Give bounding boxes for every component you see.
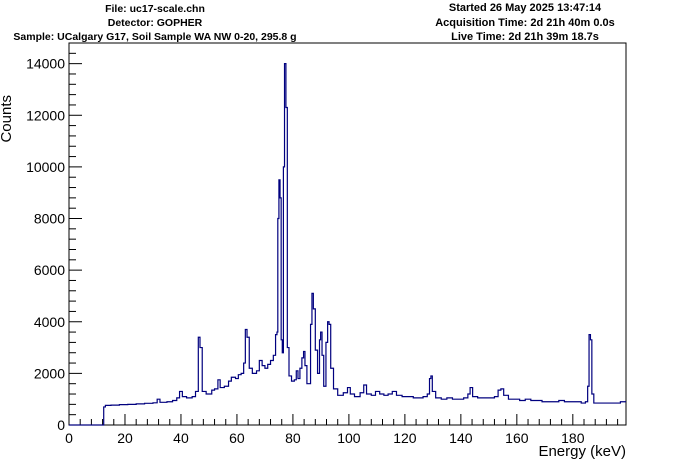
sample-label: Sample: UCalgary G17, Soil Sample WA NW … — [13, 31, 297, 43]
y-tick-label: 0 — [57, 417, 65, 433]
y-axis-label: Counts — [0, 95, 15, 143]
x-tick-label: 0 — [65, 430, 73, 446]
x-tick-label: 140 — [449, 430, 473, 446]
x-tick-label: 20 — [117, 430, 133, 446]
live-time-label: Live Time: 2d 21h 39m 18.7s — [451, 31, 599, 43]
y-tick-label: 6000 — [34, 262, 65, 278]
chart-axes: 0 20 40 60 80 100 120 140 160 180 0 2000 4000 6000 800… — [26, 42, 627, 446]
y-tick-label: 14000 — [26, 56, 65, 72]
y-tick-label: 12000 — [26, 107, 65, 123]
header-left: File: uc17-scale.chn Detector: GOPHER Sa… — [0, 2, 310, 44]
x-tick-label: 160 — [505, 430, 529, 446]
plot-frame — [68, 42, 627, 426]
file-name-label: File: uc17-scale.chn — [105, 3, 205, 15]
x-tick-label: 60 — [229, 430, 245, 446]
x-tick-label: 40 — [173, 430, 189, 446]
detector-label: Detector: GOPHER — [107, 17, 203, 29]
x-tick-label: 180 — [561, 430, 585, 446]
y-tick-label: 8000 — [34, 211, 65, 227]
started-label: Started 26 May 2025 13:47:14 — [448, 2, 602, 14]
acquisition-time-label: Acquisition Time: 2d 21h 40m 0.0s — [435, 16, 615, 29]
spectrum-series-line — [69, 63, 626, 426]
y-tick-label: 10000 — [26, 159, 65, 175]
header-right: Started 26 May 2025 13:47:14 Acquisition… — [410, 1, 640, 45]
y-tick-label: 4000 — [34, 314, 65, 330]
x-tick-label: 80 — [285, 430, 301, 446]
x-tick-label: 100 — [337, 430, 361, 446]
x-axis-label: Energy (keV) — [538, 443, 626, 460]
x-tick-label: 120 — [393, 430, 417, 446]
y-tick-label: 2000 — [34, 365, 65, 381]
